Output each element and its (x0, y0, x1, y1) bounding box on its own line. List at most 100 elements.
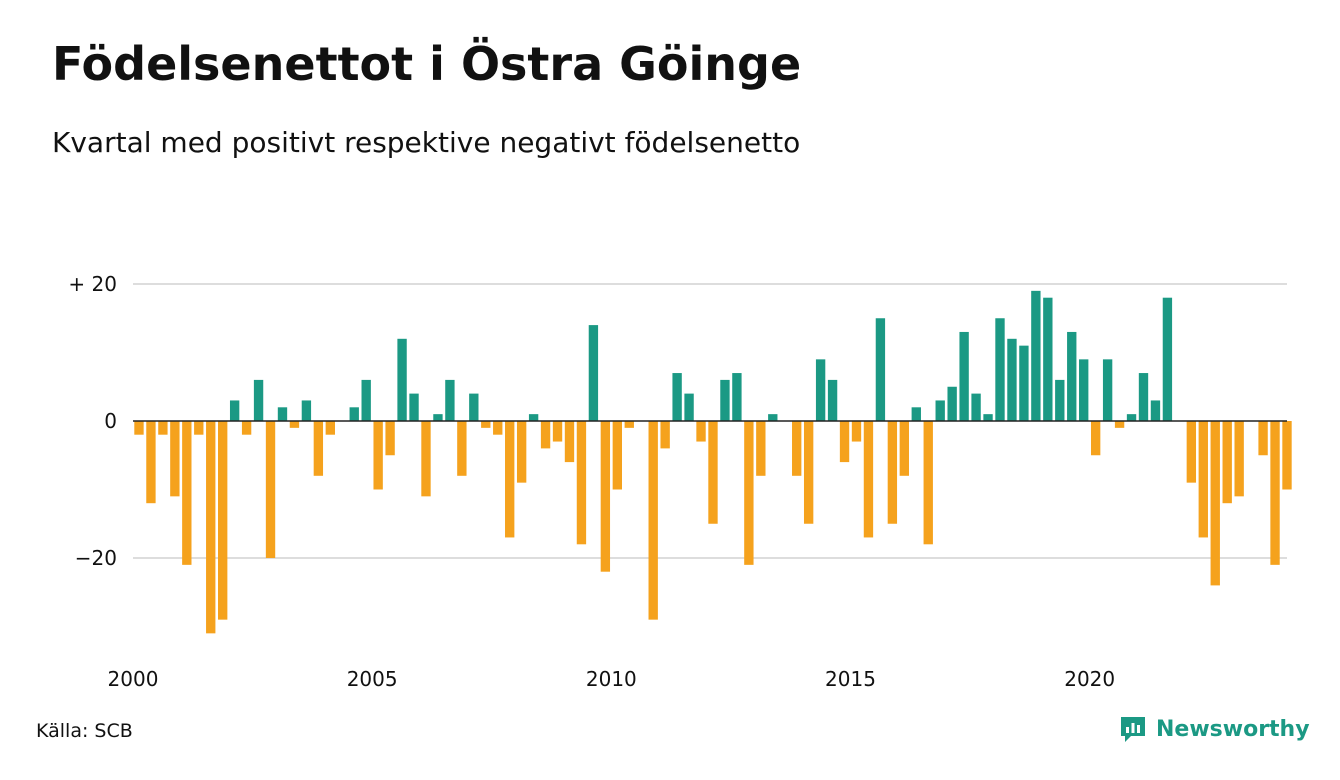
bar (1138, 373, 1149, 421)
bar (624, 421, 634, 428)
bar (863, 421, 874, 538)
bar (803, 421, 814, 524)
bar (1031, 290, 1041, 421)
bar (1067, 331, 1077, 421)
bar (672, 373, 682, 421)
y-tick-label: −20 (75, 546, 117, 570)
y-tick-label: + 20 (68, 272, 117, 296)
bar (1210, 421, 1220, 586)
bar (1019, 345, 1029, 421)
bar (505, 421, 515, 538)
bar (1198, 421, 1208, 538)
bar (1090, 421, 1101, 456)
bar (1055, 379, 1065, 421)
bar (947, 386, 957, 421)
bar (265, 421, 276, 558)
bar (421, 421, 431, 497)
bar (445, 379, 455, 421)
bar (875, 318, 886, 421)
bar (1079, 359, 1089, 421)
bar (218, 421, 228, 620)
bar (469, 393, 479, 421)
bar (313, 421, 324, 476)
bar (935, 400, 945, 421)
bar (792, 421, 802, 476)
bar (720, 379, 730, 421)
bar (1007, 338, 1017, 421)
bar (684, 393, 694, 421)
bar (923, 421, 933, 545)
bar (1162, 297, 1173, 421)
bar (756, 421, 766, 476)
bar (301, 400, 312, 421)
bar (1222, 421, 1232, 504)
bar (158, 421, 168, 435)
x-tick-label: 2010 (586, 667, 637, 691)
bar (289, 421, 300, 428)
axes: + 20 0 −20 2000 2005 2010 2015 2020 (68, 272, 1287, 691)
bar (827, 379, 838, 421)
bar (373, 421, 383, 490)
bar (540, 421, 551, 449)
bar (648, 421, 658, 620)
bar (1234, 421, 1244, 497)
bar (253, 379, 264, 421)
bar (481, 421, 491, 428)
bar (516, 421, 527, 483)
bar (564, 421, 575, 463)
bar (385, 421, 395, 456)
brand-name: Newsworthy (1156, 716, 1310, 742)
bar (409, 393, 419, 421)
bar (1043, 297, 1053, 421)
brand[interactable]: Newsworthy (1118, 714, 1310, 744)
bar (397, 338, 407, 421)
bar (146, 421, 156, 504)
chart-title: Födelsenettot i Östra Göinge (52, 37, 802, 91)
bar (241, 421, 252, 435)
bar (1114, 421, 1125, 428)
newsworthy-logo-icon (1121, 717, 1145, 742)
bar (170, 421, 180, 497)
bar (1258, 421, 1268, 456)
bar (134, 421, 144, 435)
bar (1150, 400, 1161, 421)
bar (612, 421, 623, 490)
bar (182, 421, 192, 565)
bar (528, 414, 539, 421)
bar (851, 421, 862, 442)
bar (588, 325, 599, 421)
bar (1282, 421, 1292, 490)
x-tick-label: 2005 (347, 667, 398, 691)
bar (1186, 421, 1197, 483)
x-tick-label: 2000 (108, 667, 159, 691)
bar (206, 421, 216, 634)
bar (552, 421, 563, 442)
bar (1102, 359, 1113, 421)
bar (995, 318, 1005, 421)
bar (457, 421, 467, 476)
bar (325, 421, 335, 435)
bar (815, 359, 826, 421)
bar (576, 421, 587, 545)
bar (983, 414, 993, 421)
bar (277, 407, 288, 421)
bar (493, 421, 503, 435)
bar (194, 421, 204, 435)
chart-subtitle: Kvartal med positivt respektive negativt… (52, 126, 801, 159)
bar (361, 379, 371, 421)
bar (971, 393, 981, 421)
bar (1126, 414, 1137, 421)
bars (134, 290, 1292, 634)
bar (732, 373, 742, 421)
x-tick-label: 2015 (825, 667, 876, 691)
bar (600, 421, 611, 572)
x-tick-label: 2020 (1064, 667, 1115, 691)
bar (696, 421, 706, 442)
bar (887, 421, 898, 524)
bar (959, 331, 969, 421)
y-tick-label: 0 (104, 409, 117, 433)
bar (660, 421, 670, 449)
bar (839, 421, 850, 463)
bar (899, 421, 910, 476)
